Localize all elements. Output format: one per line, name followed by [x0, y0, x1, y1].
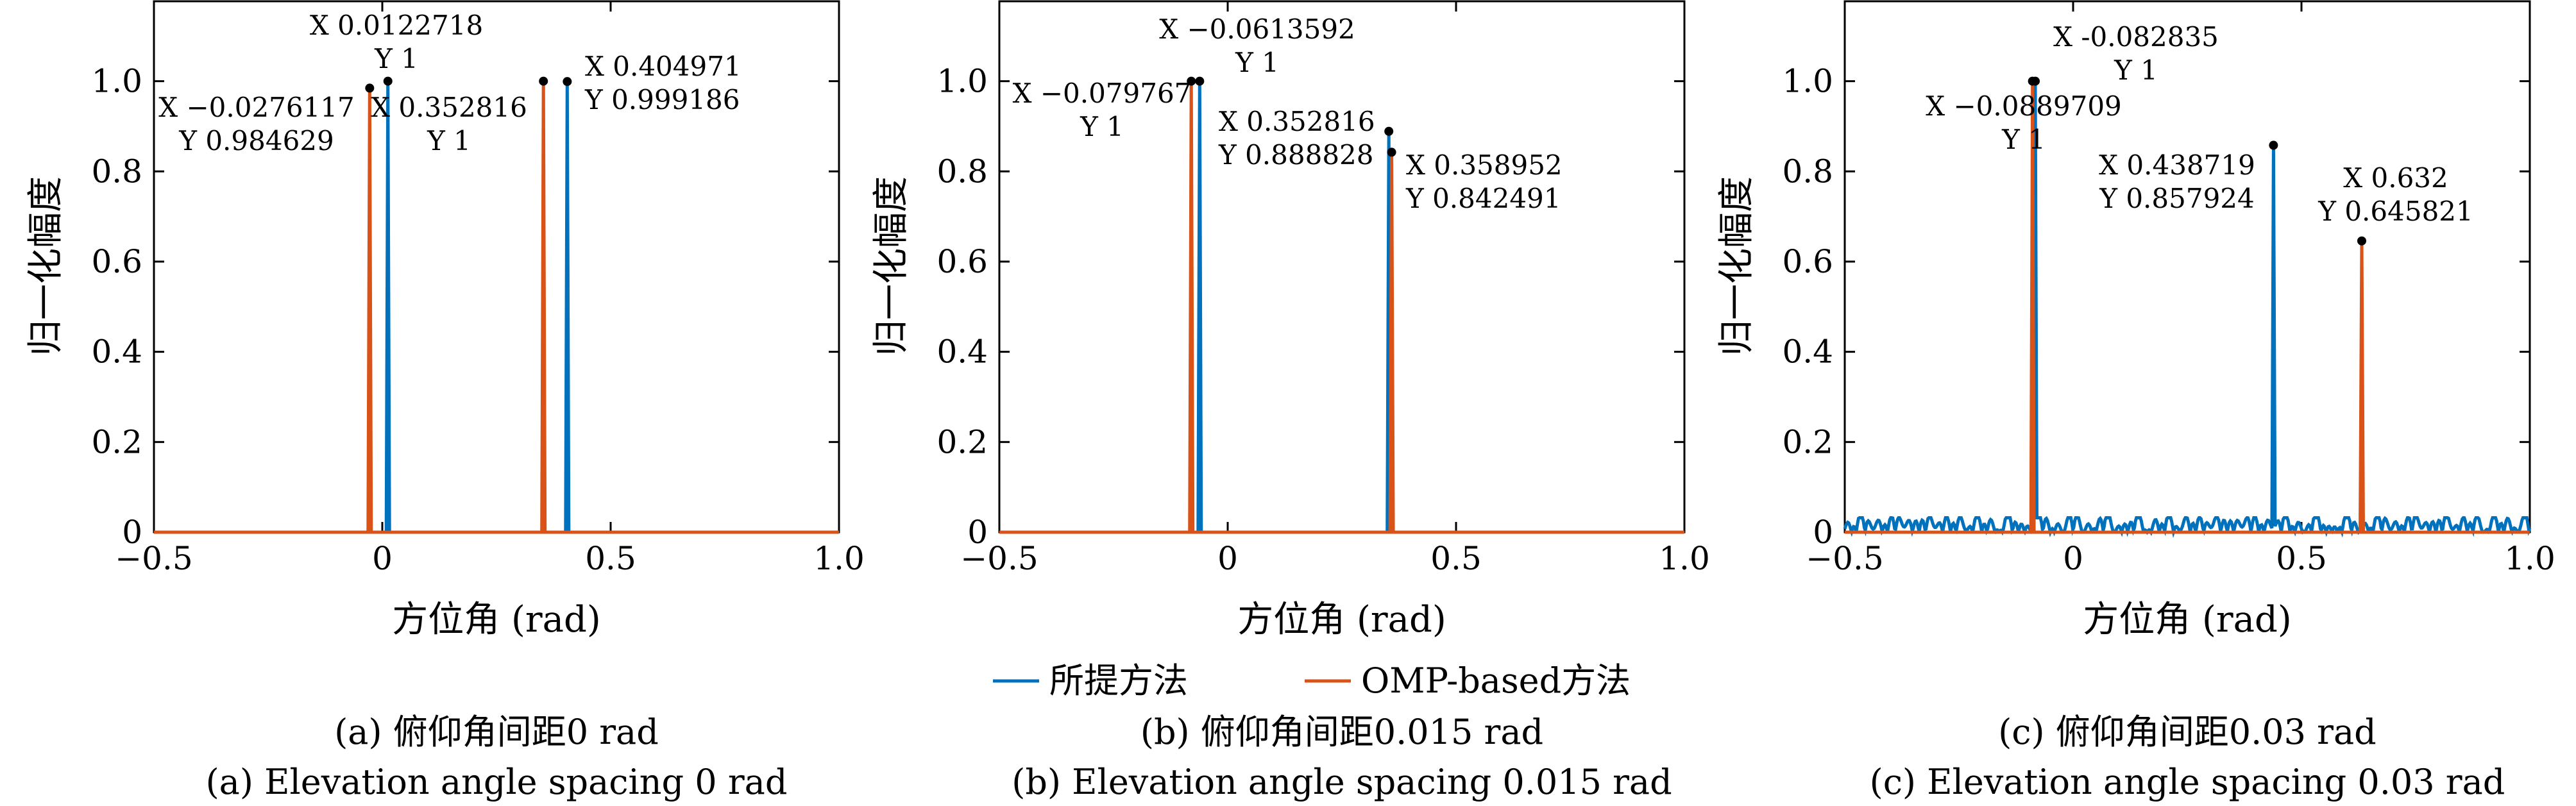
annotation-x-label: X 0.352816: [1219, 106, 1375, 137]
y-tick-label: 0.6: [1782, 243, 1833, 280]
annotation-x-label: X −0.079767: [1013, 78, 1192, 109]
x-axis-label: 方位角 (rad): [392, 599, 601, 641]
annotation-y-label: Y 1: [1235, 47, 1279, 78]
annotation-x-label: X 0.352816: [371, 92, 527, 123]
annotation-x-label: X 0.358952: [1406, 149, 1563, 181]
annotation-y-label: Y 1: [2001, 124, 2046, 155]
x-tick-label: −0.5: [960, 540, 1038, 577]
caption-chinese: (a) 俯仰角间距0 rad: [334, 712, 659, 752]
data-tip-marker: [1195, 76, 1205, 86]
annotation-x-label: X 0.438719: [2099, 149, 2255, 181]
x-tick-label: 0: [1217, 540, 1238, 577]
y-tick-label: 0.4: [1782, 333, 1833, 371]
legend-label: OMP-based方法: [1361, 660, 1631, 701]
annotation-y-label: Y 1: [1080, 111, 1124, 142]
annotation-x-label: X −0.0889709: [1926, 90, 2122, 122]
y-tick-label: 1.0: [1782, 63, 1833, 100]
annotation-x-label: X −0.0276117: [158, 92, 355, 123]
y-tick-label: 0.6: [936, 243, 988, 280]
x-tick-label: 1.0: [1659, 540, 1710, 577]
x-tick-label: 0: [2063, 540, 2083, 577]
data-tip-marker: [1387, 147, 1396, 157]
caption-chinese: (b) 俯仰角间距0.015 rad: [1140, 712, 1543, 752]
x-axis-label: 方位角 (rad): [2083, 599, 2292, 641]
y-tick-label: 0: [122, 514, 142, 551]
series-line-omp: [1845, 81, 2530, 534]
x-tick-label: 0: [372, 540, 393, 577]
caption-english: (c) Elevation angle spacing 0.03 rad: [1870, 762, 2505, 802]
annotation-y-label: Y 0.984629: [178, 125, 334, 156]
y-axis-label: 归一化幅度: [25, 176, 67, 356]
data-tip-marker: [2357, 236, 2366, 246]
annotation-x-label: X 0.404971: [585, 51, 741, 82]
data-tip-marker: [383, 76, 393, 86]
annotation-y-label: Y 0.888828: [1218, 139, 1373, 171]
legend-label: 所提方法: [1049, 660, 1188, 701]
series-line-omp: [999, 81, 1684, 534]
y-tick-label: 0.4: [91, 333, 142, 371]
data-tip-marker: [2028, 76, 2037, 86]
annotation-x-label: X -0.082835: [2053, 21, 2219, 53]
data-tip-marker: [539, 76, 548, 86]
annotation-y-label: Y 1: [374, 43, 418, 74]
annotation-x-label: X −0.0613592: [1159, 13, 1355, 45]
annotation-x-label: X 0.632: [2343, 162, 2448, 194]
caption-chinese: (c) 俯仰角间距0.03 rad: [1998, 712, 2377, 752]
annotation-y-label: Y 0.857924: [2099, 183, 2254, 214]
data-tip-marker: [1384, 126, 1394, 136]
annotation-y-label: Y 0.999186: [584, 84, 740, 115]
y-axis-label: 归一化幅度: [870, 176, 912, 356]
x-tick-label: 1.0: [813, 540, 865, 577]
y-tick-label: 0.8: [936, 153, 988, 190]
y-tick-label: 1.0: [91, 63, 142, 100]
y-tick-label: 0.4: [936, 333, 988, 371]
caption-english: (a) Elevation angle spacing 0 rad: [206, 762, 788, 802]
series-line-proposed: [1843, 81, 2532, 539]
y-tick-label: 0: [1813, 514, 1833, 551]
y-tick-label: 0.2: [91, 423, 142, 460]
data-tip-marker: [2269, 140, 2278, 150]
data-tip-marker: [365, 83, 375, 93]
y-axis-label: 归一化幅度: [1716, 176, 1758, 356]
x-axis-label: 方位角 (rad): [1237, 599, 1446, 641]
x-tick-label: −0.5: [1806, 540, 1883, 577]
annotation-y-label: Y 1: [427, 125, 471, 156]
x-tick-label: 0.5: [2276, 540, 2327, 577]
y-tick-label: 1.0: [936, 63, 988, 100]
y-tick-label: 0.2: [936, 423, 988, 460]
annotation-y-label: Y 1: [2114, 55, 2158, 86]
annotation-y-label: Y 0.842491: [1405, 183, 1561, 214]
y-tick-label: 0: [967, 514, 988, 551]
caption-english: (b) Elevation angle spacing 0.015 rad: [1012, 762, 1672, 802]
legend: 所提方法 OMP-based方法: [993, 660, 1631, 701]
y-tick-label: 0.2: [1782, 423, 1833, 460]
x-tick-label: 1.0: [2504, 540, 2555, 577]
y-tick-label: 0.6: [91, 243, 142, 280]
x-tick-label: −0.5: [115, 540, 192, 577]
annotation-y-label: Y 0.645821: [2318, 196, 2473, 227]
data-tip-marker: [1187, 76, 1196, 86]
series-line-omp: [154, 81, 839, 534]
plot-frame: [1843, 0, 2531, 533]
annotation-x-label: X 0.0122718: [310, 10, 483, 41]
data-tip-marker: [563, 77, 572, 87]
y-tick-label: 0.8: [1782, 153, 1833, 190]
x-tick-label: 0.5: [1430, 540, 1482, 577]
y-tick-label: 0.8: [91, 153, 142, 190]
x-tick-label: 0.5: [585, 540, 636, 577]
